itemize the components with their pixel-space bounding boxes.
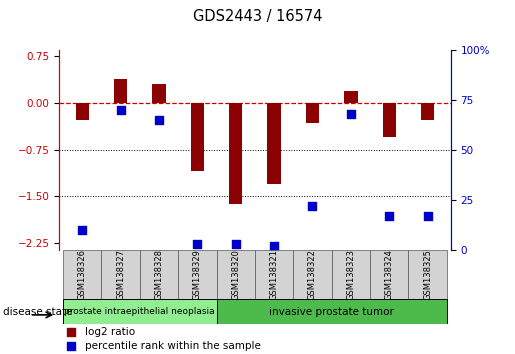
FancyBboxPatch shape <box>255 250 294 299</box>
Point <box>67 330 75 335</box>
Text: percentile rank within the sample: percentile rank within the sample <box>84 341 261 350</box>
Text: disease state: disease state <box>3 307 72 317</box>
Point <box>193 241 201 246</box>
Point <box>347 111 355 116</box>
Point <box>308 203 317 209</box>
Point <box>116 107 125 113</box>
Bar <box>152 84 166 103</box>
FancyBboxPatch shape <box>101 250 140 299</box>
Bar <box>383 103 396 137</box>
FancyBboxPatch shape <box>63 299 216 324</box>
FancyBboxPatch shape <box>332 250 370 299</box>
Point <box>78 227 87 233</box>
FancyBboxPatch shape <box>63 250 101 299</box>
Text: log2 ratio: log2 ratio <box>84 327 135 337</box>
FancyBboxPatch shape <box>294 250 332 299</box>
FancyBboxPatch shape <box>370 250 408 299</box>
Point <box>270 243 278 249</box>
FancyBboxPatch shape <box>140 250 178 299</box>
Text: GSM138328: GSM138328 <box>154 249 163 300</box>
Text: GSM138320: GSM138320 <box>231 249 240 300</box>
FancyBboxPatch shape <box>178 250 216 299</box>
Text: GSM138326: GSM138326 <box>78 249 87 300</box>
Text: GSM138321: GSM138321 <box>270 249 279 300</box>
Text: GSM138325: GSM138325 <box>423 249 432 300</box>
Point <box>232 241 240 246</box>
Bar <box>114 79 127 103</box>
Text: invasive prostate tumor: invasive prostate tumor <box>269 307 394 316</box>
Text: GSM138322: GSM138322 <box>308 249 317 300</box>
Text: GSM138329: GSM138329 <box>193 249 202 300</box>
Text: prostate intraepithelial neoplasia: prostate intraepithelial neoplasia <box>64 307 215 316</box>
FancyBboxPatch shape <box>216 299 447 324</box>
Bar <box>306 103 319 123</box>
Bar <box>421 103 434 120</box>
Bar <box>344 91 357 103</box>
Bar <box>267 103 281 184</box>
Point <box>423 213 432 218</box>
Text: GDS2443 / 16574: GDS2443 / 16574 <box>193 9 322 24</box>
Text: GSM138324: GSM138324 <box>385 249 394 300</box>
Bar <box>191 103 204 171</box>
Point <box>67 343 75 348</box>
Bar <box>76 103 89 120</box>
Text: GSM138327: GSM138327 <box>116 249 125 300</box>
Bar <box>229 103 243 204</box>
FancyBboxPatch shape <box>216 250 255 299</box>
Point <box>155 117 163 122</box>
FancyBboxPatch shape <box>408 250 447 299</box>
Point <box>385 213 393 218</box>
Text: GSM138323: GSM138323 <box>347 249 355 300</box>
